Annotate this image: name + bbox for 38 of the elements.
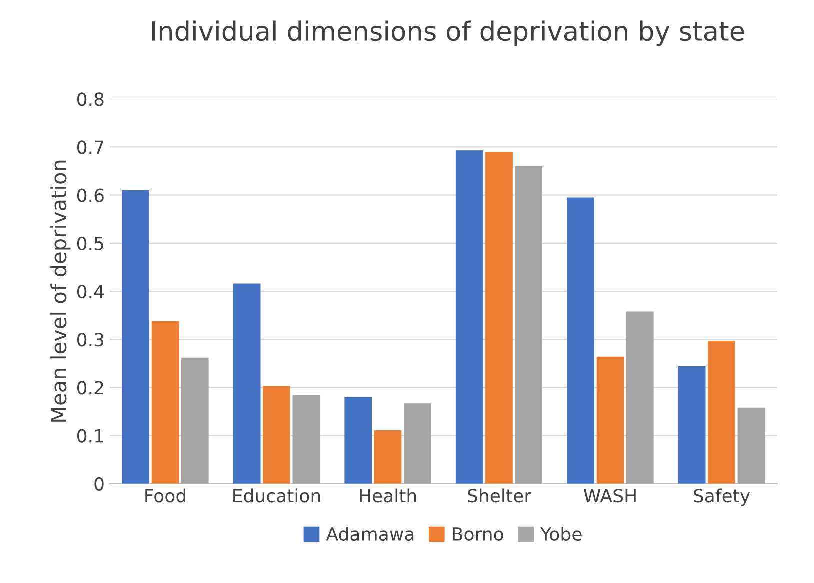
bar (486, 152, 513, 484)
bar (515, 166, 543, 484)
bar (738, 408, 766, 484)
bar (182, 358, 209, 484)
x-tick-label: Health (360, 488, 416, 503)
y-axis-title: Mean level of deprivation (50, 160, 71, 422)
x-tick-label: Education (234, 488, 320, 503)
y-tick-label: 0.1 (78, 429, 104, 443)
legend-label: Borno (453, 528, 504, 542)
legend-label: Adamawa (326, 527, 414, 542)
bar (678, 366, 706, 484)
bar (596, 356, 624, 484)
x-tick-label: Safety (694, 488, 750, 506)
bar (708, 341, 736, 484)
bar (122, 190, 150, 484)
y-tick-label: 0.7 (78, 140, 104, 154)
bar (263, 386, 290, 484)
chart-title: Individual dimensions of deprivation by state (152, 20, 744, 46)
bar (152, 321, 180, 484)
bar (292, 395, 320, 484)
y-tick-label: 0 (94, 477, 104, 492)
bar (456, 150, 484, 484)
bar (626, 312, 654, 484)
y-tick-label: 0.6 (78, 188, 104, 202)
x-tick-label: Food (146, 488, 186, 503)
bar (374, 430, 402, 484)
y-tick-label: 0.2 (78, 381, 104, 395)
bar (567, 198, 594, 484)
x-tick-label: Shelter (468, 488, 532, 503)
x-tick-label: WASH (584, 489, 636, 503)
y-tick-label: 0.8 (78, 92, 104, 106)
y-tick-label: 0.4 (78, 284, 104, 299)
y-tick-label: 0.3 (78, 333, 104, 347)
bar (344, 397, 372, 484)
legend-label: Yobe (540, 527, 582, 542)
y-tick-label: 0.5 (78, 236, 104, 251)
bar (404, 404, 432, 484)
bar (233, 284, 261, 484)
